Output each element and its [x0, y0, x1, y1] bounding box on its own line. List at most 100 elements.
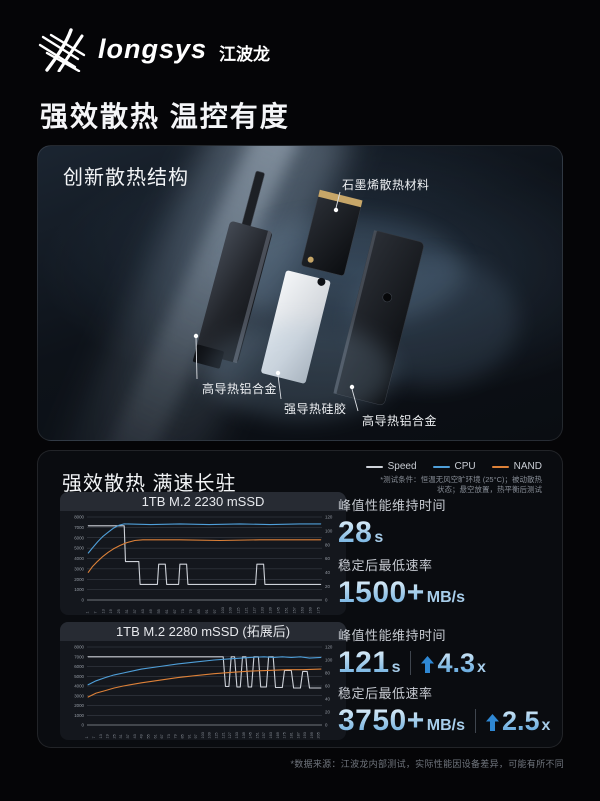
stat-value: 121	[338, 646, 390, 679]
svg-text:60: 60	[325, 684, 330, 689]
svg-text:169: 169	[276, 732, 280, 738]
svg-text:139: 139	[269, 607, 273, 613]
chart-title-2230: 1TB M.2 2230 mSSD	[60, 492, 346, 511]
svg-text:49: 49	[140, 734, 144, 738]
svg-text:103: 103	[201, 732, 205, 738]
svg-text:31: 31	[119, 734, 123, 738]
chart-card-2230: 1TB M.2 2230 mSSD 0 1000 2000 3000 4000 5000 6…	[60, 492, 346, 615]
svg-text:127: 127	[253, 607, 257, 613]
label-silicone: 强导热硅胶	[284, 402, 347, 416]
divider	[410, 651, 412, 675]
svg-text:49: 49	[149, 609, 153, 613]
svg-text:25: 25	[117, 609, 121, 613]
svg-text:133: 133	[235, 732, 239, 738]
svg-text:121: 121	[245, 607, 249, 613]
svg-text:2000: 2000	[74, 577, 84, 582]
structure-panel-title: 创新散热结构	[63, 167, 189, 189]
svg-text:19: 19	[106, 734, 110, 738]
svg-text:91: 91	[187, 734, 191, 738]
svg-text:139: 139	[242, 732, 246, 738]
chart-2280: 0 1000 2000 3000 4000 5000 6000 7000 8000 0 20 40 60…	[60, 641, 346, 740]
svg-text:13: 13	[101, 609, 105, 613]
test-conditions-note: *测试条件：恒温无风空旷环境 (25°C)；被动散热 状态；悬空放置，热平衡后测…	[380, 475, 542, 494]
longsys-logo-icon	[38, 28, 86, 72]
svg-text:109: 109	[208, 732, 212, 738]
stat-min-speed-2280: 稳定后最低速率 3750+ MB/s 2.5 x	[338, 686, 551, 737]
svg-text:109: 109	[229, 607, 233, 613]
label-graphene: 石墨烯散热材料	[342, 178, 430, 192]
svg-text:97: 97	[194, 734, 198, 738]
svg-text:4000: 4000	[74, 684, 84, 689]
svg-text:103: 103	[221, 607, 225, 613]
svg-text:145: 145	[249, 732, 253, 738]
svg-text:6000: 6000	[74, 664, 84, 669]
stat-value: 3750+	[338, 704, 425, 737]
svg-text:5000: 5000	[74, 546, 84, 551]
svg-text:37: 37	[126, 734, 130, 738]
brand-name: longsys	[98, 33, 208, 64]
svg-text:20: 20	[325, 710, 330, 715]
stat-value: 28	[338, 516, 373, 549]
svg-text:79: 79	[189, 609, 193, 613]
svg-text:121: 121	[221, 732, 225, 738]
svg-text:19: 19	[109, 609, 113, 613]
legend-item-cpu: CPU	[432, 461, 476, 472]
legend-item-nand: NAND	[491, 461, 542, 472]
svg-text:100: 100	[325, 658, 333, 663]
svg-text:97: 97	[213, 609, 217, 613]
svg-text:40: 40	[325, 697, 330, 702]
svg-text:8000: 8000	[74, 515, 84, 520]
svg-text:6000: 6000	[74, 535, 84, 540]
chart-card-2280: 1TB M.2 2280 mSSD (拓展后) 0 1000 2000 3000 400…	[60, 622, 346, 740]
svg-text:120: 120	[325, 515, 333, 520]
cpu-line-swatch	[432, 465, 450, 468]
chart-2230: 0 1000 2000 3000 4000 5000 6000 7000 8000 0 20 40 60…	[60, 511, 346, 615]
svg-text:163: 163	[269, 732, 273, 738]
up-arrow-icon	[421, 655, 435, 673]
data-source-footnote: *数据来源：江波龙内部测试，实际性能因设备差异，可能有所不同	[290, 759, 564, 769]
stat-min-speed-2230: 稳定后最低速率 1500+ MB/s	[338, 558, 465, 609]
svg-text:7: 7	[92, 736, 96, 738]
svg-text:43: 43	[141, 609, 145, 613]
svg-text:31: 31	[125, 609, 129, 613]
chart-title-2280: 1TB M.2 2280 mSSD (拓展后)	[60, 622, 346, 641]
svg-text:1: 1	[85, 736, 89, 738]
stat-peak-time-2280: 峰值性能维持时间 121 s 4.3 x	[338, 628, 486, 679]
svg-text:7000: 7000	[74, 525, 84, 530]
svg-text:0: 0	[325, 598, 328, 603]
svg-text:73: 73	[167, 734, 171, 738]
performance-panel: 强效散热 满速长驻 Speed CPU NAND *测试条件：恒温无风空旷环境 …	[37, 450, 563, 748]
svg-text:193: 193	[303, 732, 307, 738]
svg-text:157: 157	[262, 732, 266, 738]
svg-text:8000: 8000	[74, 645, 84, 650]
svg-text:169: 169	[308, 607, 312, 613]
svg-text:43: 43	[133, 734, 137, 738]
structure-panel: 创新散热结构 石墨烯散热材料 高导热铝合金 强导热硅胶 高导热铝合金	[37, 145, 563, 441]
brand-header: longsys 江波龙	[38, 26, 270, 72]
svg-text:13: 13	[99, 734, 103, 738]
svg-text:0: 0	[82, 723, 85, 728]
svg-text:115: 115	[237, 607, 241, 613]
svg-text:151: 151	[284, 607, 288, 613]
svg-text:3000: 3000	[74, 693, 84, 698]
svg-text:67: 67	[173, 609, 177, 613]
svg-text:205: 205	[317, 732, 321, 738]
svg-text:133: 133	[261, 607, 265, 613]
svg-text:157: 157	[292, 607, 296, 613]
svg-text:4000: 4000	[74, 556, 84, 561]
svg-text:1000: 1000	[74, 587, 84, 592]
svg-text:37: 37	[133, 609, 137, 613]
page-title: 强效散热 温控有度	[40, 101, 290, 132]
svg-text:0: 0	[325, 723, 328, 728]
svg-text:175: 175	[316, 607, 320, 613]
svg-text:79: 79	[174, 734, 178, 738]
performance-panel-title: 强效散热 满速长驻	[62, 473, 237, 495]
up-arrow-icon	[486, 713, 499, 731]
svg-text:25: 25	[112, 734, 116, 738]
legend-item-speed: Speed	[365, 461, 417, 472]
svg-text:0: 0	[82, 598, 85, 603]
svg-text:7000: 7000	[74, 654, 84, 659]
svg-text:55: 55	[146, 734, 150, 738]
svg-text:40: 40	[325, 570, 330, 575]
